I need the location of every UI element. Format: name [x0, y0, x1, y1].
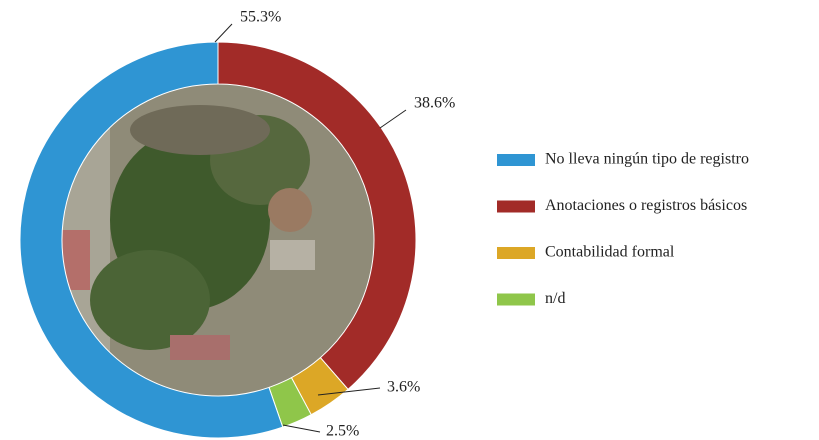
legend-swatch — [497, 200, 535, 213]
leader-line — [379, 109, 407, 129]
leader-line — [282, 424, 321, 433]
donut-slice — [19, 41, 284, 439]
legend-label: Anotaciones o registros básicos — [545, 197, 747, 214]
data-label: 55.3% — [240, 9, 281, 26]
legend-label: Contabilidad formal — [545, 244, 675, 261]
legend-label: No lleva ningún tipo de registro — [545, 151, 749, 168]
data-label: 3.6% — [387, 379, 420, 396]
leader-line — [214, 23, 233, 43]
data-label: 38.6% — [414, 95, 455, 112]
legend-swatch — [497, 154, 535, 166]
legend-label: n/d — [545, 290, 565, 307]
legend-swatch — [497, 293, 535, 306]
legend-swatch — [497, 247, 535, 259]
data-label: 2.5% — [326, 423, 359, 440]
leader-line — [317, 387, 381, 396]
